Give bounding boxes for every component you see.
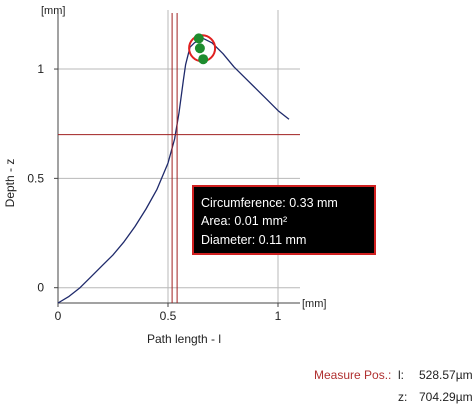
measure-z-value: 704.29µm — [419, 390, 473, 404]
measure-position-l-row: Measure Pos.: — [314, 368, 391, 382]
axis-labels: [mm] [mm] Path length - l Depth - z — [3, 5, 326, 346]
measure-z-label: z: — [398, 390, 408, 404]
annotation-box — [192, 185, 376, 255]
x-tick-label-0: 0 — [55, 309, 62, 323]
y-tick-label-1: 0.5 — [27, 171, 44, 185]
measure-l-label: l: — [398, 368, 404, 382]
x-tick-label-1: 0.5 — [160, 309, 177, 323]
grid-lines — [58, 10, 300, 303]
annotation-area: Area: 0.01 mm² — [201, 214, 287, 228]
measurement-annotation: Circumference: 0.33 mm Area: 0.01 mm² Di… — [192, 185, 376, 255]
series-line-0 — [57, 37, 290, 304]
marker-point-2 — [198, 54, 209, 65]
x-axis-label: Path length - l — [147, 332, 221, 346]
axes: 0 0.5 1 0 0.5 1 — [27, 10, 300, 323]
markers — [188, 33, 217, 65]
marker-point-0 — [193, 33, 204, 44]
y-tick-label-0: 0 — [37, 281, 44, 295]
measure-position-label: Measure Pos.: — [314, 368, 392, 382]
series-layer — [57, 37, 290, 304]
crosshair — [58, 13, 300, 303]
measure-l-value: 528.57µm — [419, 368, 473, 382]
y-axis-label: Depth - z — [3, 159, 17, 208]
y-axis-unit: [mm] — [41, 5, 65, 17]
annotation-circumference: Circumference: 0.33 mm — [201, 196, 338, 210]
x-axis-unit: [mm] — [302, 298, 326, 310]
marker-point-1 — [194, 43, 205, 54]
x-tick-label-2: 1 — [275, 309, 282, 323]
annotation-diameter: Diameter: 0.11 mm — [201, 233, 306, 247]
y-tick-label-2: 1 — [37, 62, 44, 76]
